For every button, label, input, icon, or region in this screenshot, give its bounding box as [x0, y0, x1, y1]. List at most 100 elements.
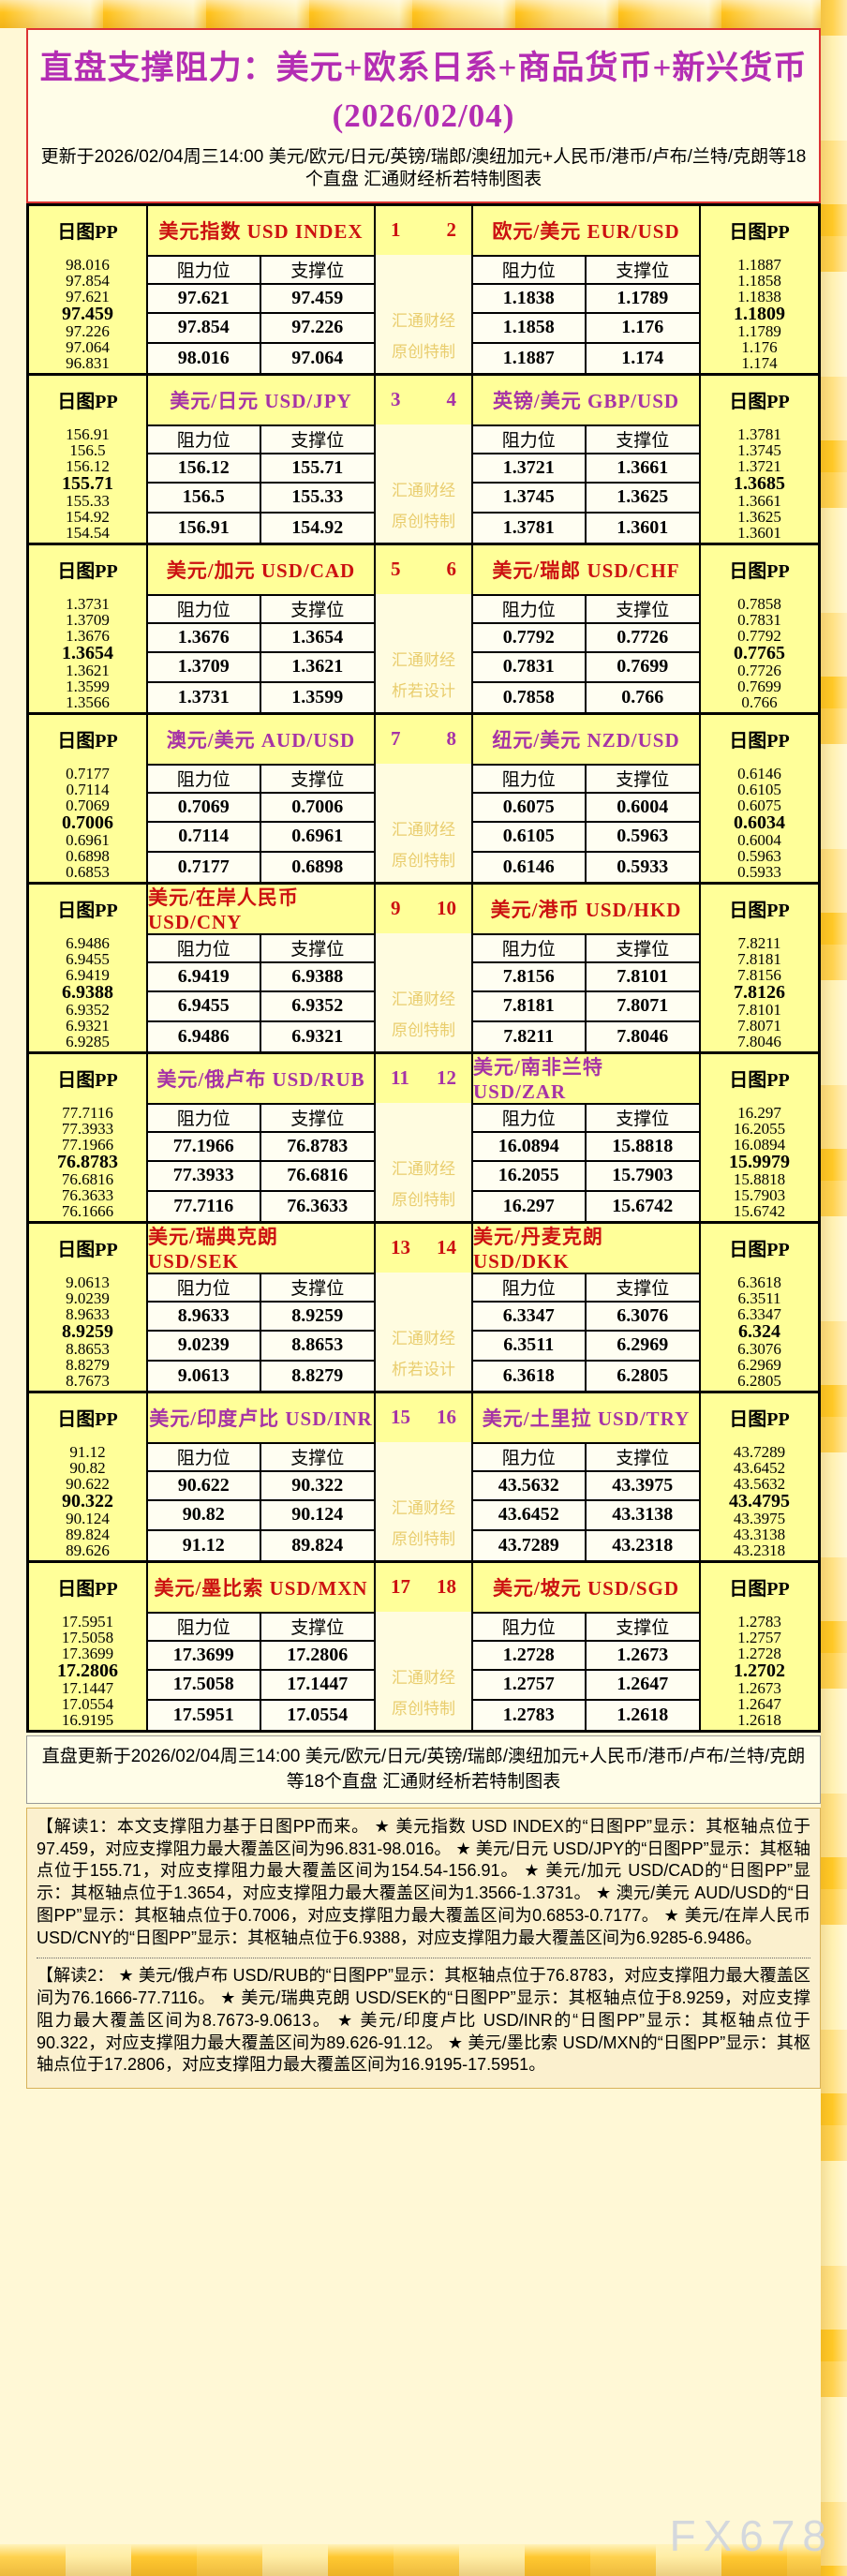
pp-column-right: 日图PP 0.6146 0.6105 0.6075 0.6034 0.6004 … [701, 714, 818, 882]
pp-value: 1.3676 [66, 626, 110, 645]
support-value: 15.8818 [586, 1132, 699, 1163]
resistance-support-grid: 阻力位 支撑位 77.1966 76.8783 77.3933 76.6816 … [148, 1104, 374, 1221]
resistance-value: 1.1858 [473, 314, 587, 344]
center-watermark: 汇通财经 析若设计 [376, 1324, 471, 1391]
pp-value: 0.6898 [66, 846, 110, 865]
pp-value: 0.6146 [737, 764, 781, 782]
pp-value: 90.124 [66, 1509, 110, 1527]
pp-value: 1.3731 [66, 594, 110, 613]
pp-value: 43.2318 [733, 1541, 786, 1559]
resistance-header: 阻力位 [148, 425, 261, 454]
gold-border-right [821, 0, 847, 2576]
support-value: 1.2618 [586, 1700, 699, 1730]
resistance-value: 0.7177 [148, 852, 261, 882]
pair-table-left: 美元/在岸人民币 USD/CNY 阻力位 支撑位 6.9419 6.9388 6… [146, 884, 376, 1051]
pp-value: 1.1887 [737, 255, 781, 274]
pp-value: 43.7289 [733, 1442, 786, 1461]
support-value: 17.2806 [260, 1641, 374, 1672]
chart-number-left: 3 [391, 388, 401, 411]
support-value: 1.3599 [260, 682, 374, 712]
pair-title: 美元/墨比索 USD/MXN [148, 1562, 374, 1614]
watermark-line: 原创特制 [392, 851, 455, 870]
pp-value: 7.8071 [737, 1016, 781, 1035]
pivot-value: 76.8783 [57, 1151, 118, 1172]
support-value: 15.7903 [586, 1162, 699, 1192]
resistance-value: 1.2728 [473, 1641, 587, 1672]
support-header: 支撑位 [260, 256, 374, 285]
gold-border-left [0, 0, 26, 2576]
pp-value: 6.9321 [66, 1016, 110, 1035]
resistance-header: 阻力位 [148, 1613, 261, 1642]
pp-value: 1.1789 [737, 321, 781, 340]
support-value: 155.71 [260, 454, 374, 484]
support-value: 6.3076 [586, 1302, 699, 1333]
pp-value: 1.3745 [737, 440, 781, 459]
resistance-header: 阻力位 [473, 425, 587, 454]
pivot-value: 0.6034 [734, 812, 785, 833]
support-value: 0.7006 [260, 793, 374, 824]
watermark-line: 析若设计 [392, 681, 455, 700]
pair-title: 美元/南非兰特 USD/ZAR [473, 1053, 699, 1105]
update-line-box: 直盘更新于2026/02/04周三14:00 美元/欧元/日元/英镑/瑞郎/澳纽… [26, 1735, 821, 1804]
pivot-value: 6.9388 [62, 981, 113, 1003]
pp-label: 日图PP [57, 392, 118, 413]
support-header: 支撑位 [586, 425, 699, 454]
pp-label: 日图PP [729, 731, 790, 752]
center-column: 5 6 汇通财经 析若设计 [376, 544, 471, 712]
resistance-value: 1.3721 [473, 454, 587, 484]
currency-pair-section: 日图PP 17.5951 17.5058 17.3699 17.2806 17.… [29, 1562, 818, 1730]
pp-value: 1.2728 [737, 1644, 781, 1662]
pp-value: 1.3601 [737, 523, 781, 542]
chart-number-left: 15 [391, 1406, 410, 1429]
resistance-value: 16.0894 [473, 1132, 587, 1163]
pp-label: 日图PP [57, 1579, 118, 1601]
pp-value: 0.6961 [66, 830, 110, 849]
pp-column-left: 日图PP 156.91 156.5 156.12 155.71 155.33 1… [29, 375, 146, 543]
support-value: 43.3138 [586, 1501, 699, 1531]
pp-value: 15.7903 [733, 1185, 786, 1204]
pp-value: 0.5933 [737, 862, 781, 881]
resistance-header: 阻力位 [473, 765, 587, 794]
watermark-line: 汇通财经 [392, 821, 455, 840]
chart-number-right: 8 [446, 727, 457, 751]
support-value: 8.8279 [260, 1361, 374, 1391]
pp-value: 0.7726 [737, 661, 781, 679]
support-value: 90.322 [260, 1471, 374, 1502]
pp-values-left: 1.3731 1.3709 1.3676 1.3654 1.3621 1.359… [29, 594, 146, 712]
pp-value: 1.3599 [66, 677, 110, 695]
pair-title: 纽元/美元 NZD/USD [473, 714, 699, 766]
pivot-value: 8.9259 [62, 1320, 113, 1342]
currency-pair-section: 日图PP 77.7116 77.3933 77.1966 76.8783 76.… [29, 1053, 818, 1224]
support-header: 支撑位 [260, 1273, 374, 1303]
resistance-support-grid: 阻力位 支撑位 0.7792 0.7726 0.7831 0.7699 0.78… [473, 595, 699, 712]
pair-title: 澳元/美元 AUD/USD [148, 714, 374, 766]
watermark-line: 汇通财经 [392, 482, 455, 500]
pair-title: 美元指数 USD INDEX [148, 205, 374, 257]
pp-value: 15.8818 [733, 1169, 786, 1188]
support-value: 154.92 [260, 513, 374, 543]
watermark-line: 汇通财经 [392, 312, 455, 331]
resistance-value: 6.3511 [473, 1332, 587, 1362]
currency-pair-section: 日图PP 1.3731 1.3709 1.3676 1.3654 1.3621 … [29, 544, 818, 715]
resistance-value: 17.5058 [148, 1671, 261, 1701]
pp-value: 6.9285 [66, 1032, 110, 1050]
resistance-value: 0.6075 [473, 793, 587, 824]
pp-value: 0.6004 [737, 830, 781, 849]
gold-border-top [0, 0, 847, 28]
support-value: 76.3633 [260, 1191, 374, 1221]
pair-title: 美元/瑞郎 USD/CHF [473, 544, 699, 596]
pp-column-left: 日图PP 91.12 90.82 90.622 90.322 90.124 89… [29, 1392, 146, 1560]
pp-value: 1.3709 [66, 610, 110, 629]
pp-value: 96.831 [66, 353, 110, 372]
pp-value: 76.3633 [61, 1185, 114, 1204]
resistance-support-grid: 阻力位 支撑位 90.622 90.322 90.82 90.124 91.12… [148, 1443, 374, 1560]
pp-value: 1.174 [741, 353, 778, 372]
pp-value: 0.6853 [66, 862, 110, 881]
pivot-value: 6.324 [738, 1320, 780, 1342]
pp-label: 日图PP [729, 1579, 790, 1601]
watermark-line: 汇通财经 [392, 651, 455, 670]
resistance-support-grid: 阻力位 支撑位 16.0894 15.8818 16.2055 15.7903 … [473, 1104, 699, 1221]
currency-pair-section: 日图PP 9.0613 9.0239 8.9633 8.9259 8.8653 … [29, 1223, 818, 1393]
resistance-support-grid: 阻力位 支撑位 6.3347 6.3076 6.3511 6.2969 6.36… [473, 1273, 699, 1391]
pp-value: 8.8279 [66, 1355, 110, 1374]
